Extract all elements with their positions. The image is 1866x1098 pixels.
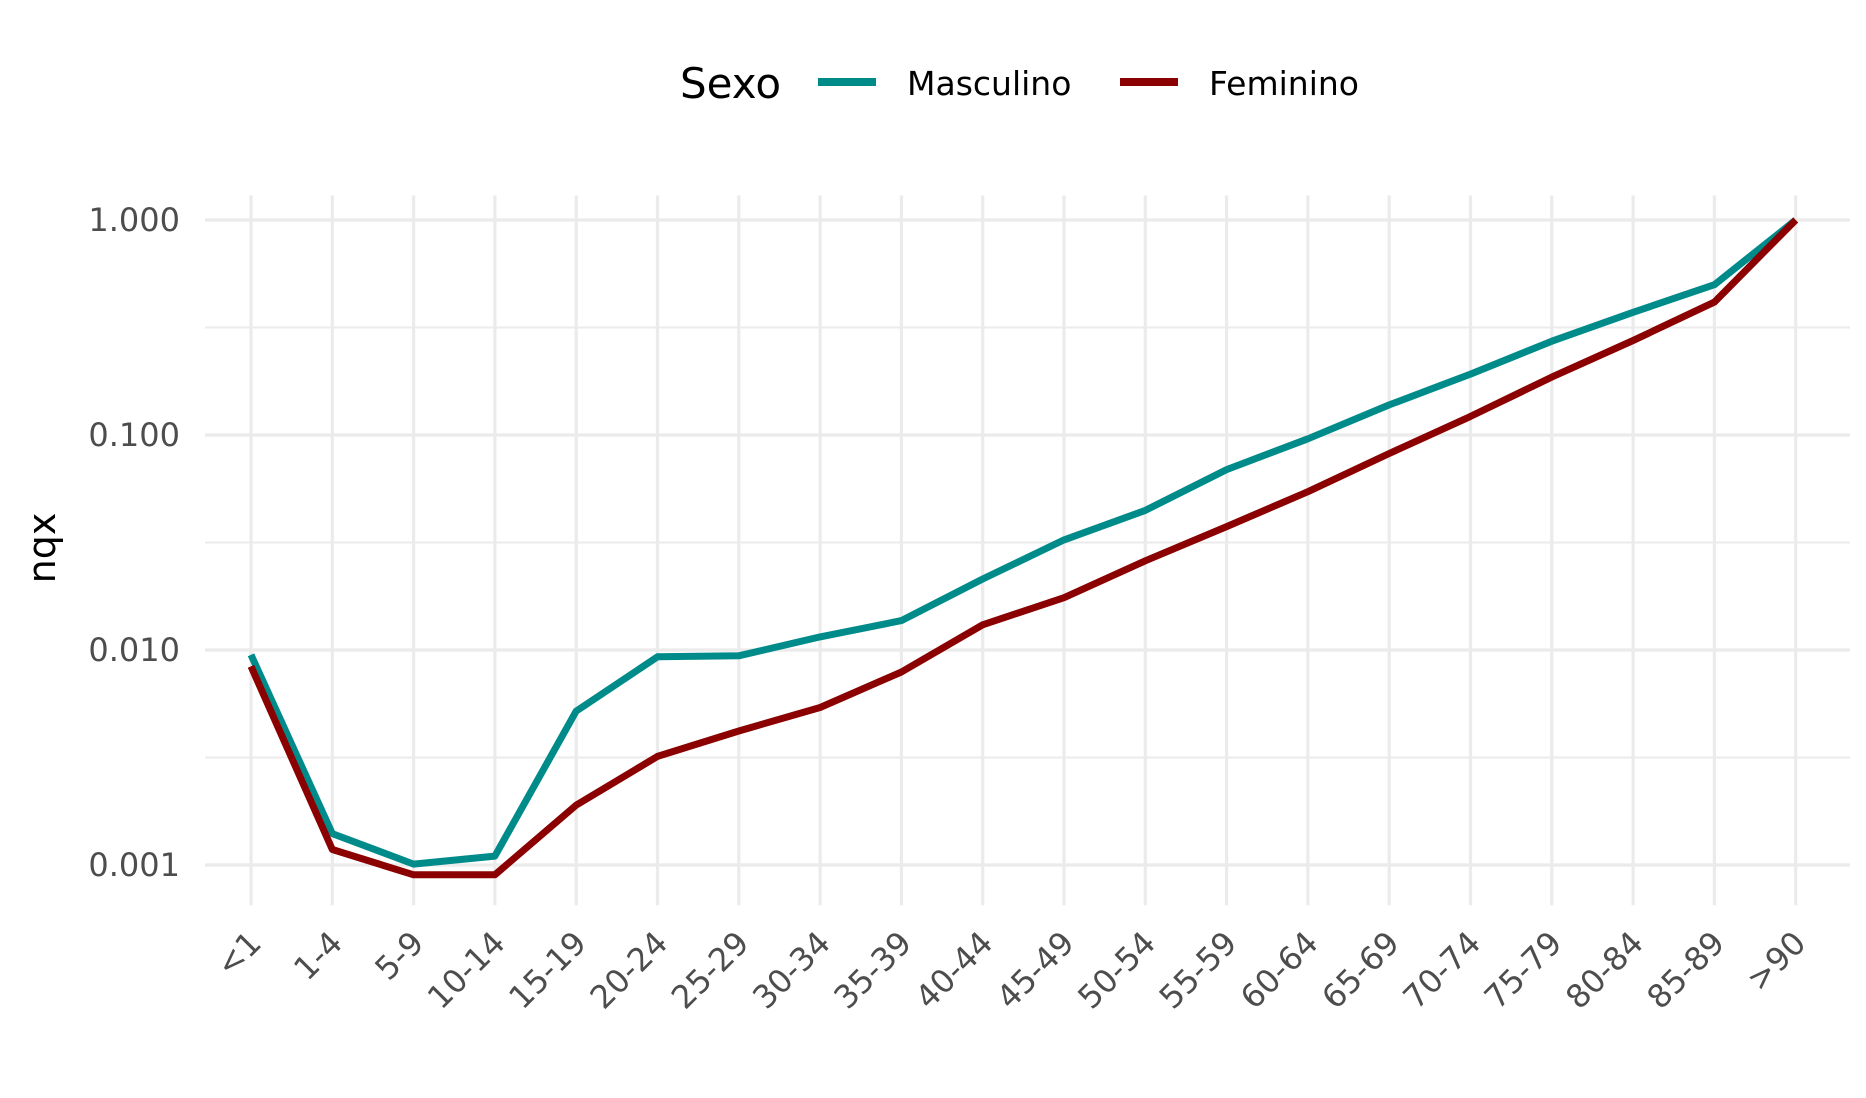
legend: Sexo Masculino Feminino bbox=[680, 59, 1359, 108]
grid bbox=[205, 195, 1850, 906]
y-axis-title: nqx bbox=[20, 513, 64, 584]
y-tick-label: 0.010 bbox=[88, 631, 180, 669]
x-tick-label: 60-64 bbox=[1233, 924, 1326, 1017]
legend-title: Sexo bbox=[680, 59, 781, 108]
x-tick-label: 70-74 bbox=[1396, 924, 1489, 1017]
series-lines bbox=[247, 217, 1799, 879]
x-axis-ticks: <1 1-4 5-910-1415-1920-2425-2930-3435-3940… bbox=[208, 924, 1813, 1017]
legend-label-feminino: Feminino bbox=[1209, 64, 1359, 103]
x-tick-label: 65-69 bbox=[1314, 924, 1407, 1017]
x-tick-label: 55-59 bbox=[1152, 924, 1245, 1017]
x-tick-label: 1-4 bbox=[286, 924, 350, 988]
series-line-masculino bbox=[247, 217, 1798, 868]
y-tick-label: 0.001 bbox=[88, 846, 180, 884]
y-tick-label: 1.000 bbox=[88, 201, 180, 239]
x-tick-label: 40-44 bbox=[908, 924, 1001, 1017]
x-tick-label: 85-89 bbox=[1639, 924, 1732, 1017]
x-tick-label: 15-19 bbox=[501, 924, 594, 1017]
x-tick-label: 75-79 bbox=[1477, 924, 1570, 1017]
x-tick-label: >90 bbox=[1739, 924, 1814, 999]
x-tick-label: 35-39 bbox=[826, 924, 919, 1017]
x-tick-label: 30-34 bbox=[745, 924, 838, 1017]
y-tick-label: 0.100 bbox=[88, 416, 180, 454]
x-tick-label: 80-84 bbox=[1558, 924, 1651, 1017]
y-axis-ticks: 0.001 0.010 0.100 1.000 bbox=[88, 201, 180, 884]
series-line-feminino bbox=[247, 217, 1799, 879]
x-tick-label: <1 bbox=[208, 924, 268, 984]
x-tick-label: 50-54 bbox=[1070, 924, 1163, 1017]
x-tick-label: 20-24 bbox=[583, 924, 676, 1017]
legend-label-masculino: Masculino bbox=[907, 64, 1071, 103]
x-tick-label: 25-29 bbox=[664, 924, 757, 1017]
x-tick-label: 5-9 bbox=[367, 924, 431, 988]
x-tick-label: 10-14 bbox=[420, 924, 513, 1017]
x-tick-label: 45-49 bbox=[989, 924, 1082, 1017]
